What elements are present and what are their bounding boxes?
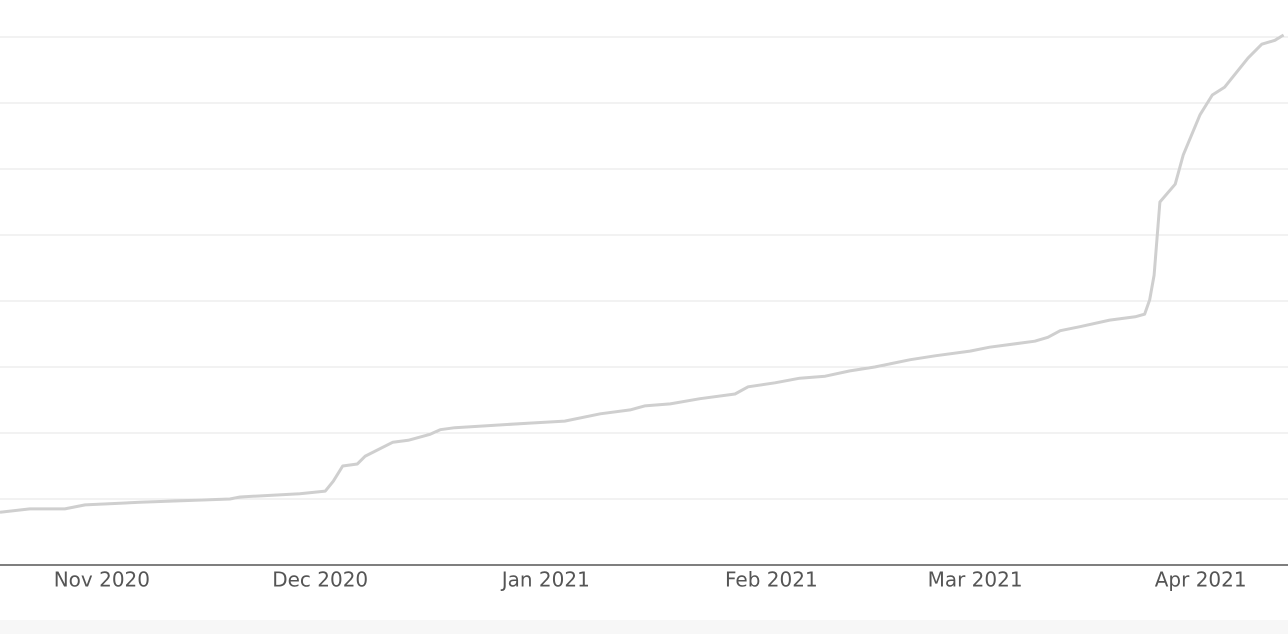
data-line xyxy=(0,33,1285,514)
x-tick-label: Mar 2021 xyxy=(928,568,1023,592)
x-tick-label: Dec 2020 xyxy=(272,568,368,592)
x-tick-label: Feb 2021 xyxy=(725,568,818,592)
x-tick-label: Jan 2021 xyxy=(500,568,590,592)
footer-band xyxy=(0,620,1288,634)
x-tick-label: Nov 2020 xyxy=(54,568,150,592)
x-tick-label: Apr 2021 xyxy=(1155,568,1247,592)
